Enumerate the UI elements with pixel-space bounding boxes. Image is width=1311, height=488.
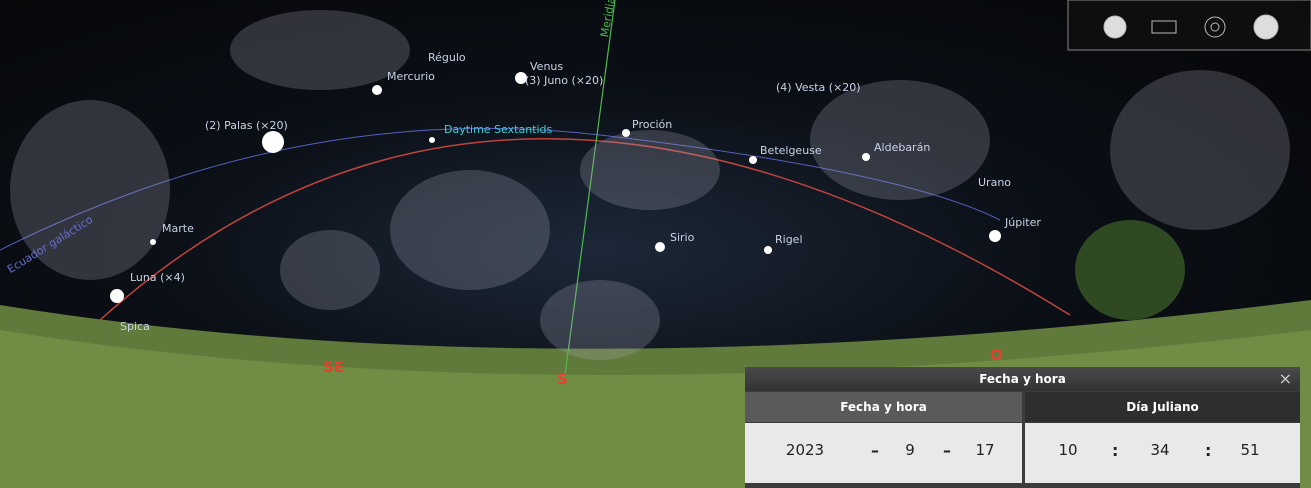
- date-time-dialog: Fecha y hora × Fecha y hora Día Juliano …: [745, 367, 1300, 488]
- sky-label: Sirio: [670, 231, 694, 244]
- separator: :: [1112, 441, 1118, 460]
- separator: :: [1205, 441, 1211, 460]
- sky-label: Marte: [162, 222, 194, 235]
- close-button[interactable]: ×: [1279, 369, 1292, 388]
- time-field: 10 : 34 : 51: [1025, 423, 1300, 483]
- sky-label: Venus: [530, 60, 563, 73]
- tab[interactable]: Día Juliano: [1025, 392, 1300, 422]
- sky-label: Proción: [632, 118, 672, 131]
- sky-label: (2) Palas (×20): [205, 119, 288, 132]
- sky-label: Daytime Sextantids: [444, 123, 552, 136]
- date-field: 2023 – 9 – 17: [745, 423, 1022, 483]
- sky-label: (3) Juno (×20): [525, 74, 603, 87]
- separator: –: [871, 441, 879, 460]
- cardinal-point: SE: [323, 358, 344, 376]
- sky-label: Mercurio: [387, 70, 435, 83]
- hour[interactable]: 10: [1053, 441, 1083, 459]
- month[interactable]: 9: [895, 441, 925, 459]
- sky-label: Rigel: [775, 233, 803, 246]
- dialog-title: Fecha y hora: [745, 367, 1300, 391]
- second[interactable]: 51: [1235, 441, 1265, 459]
- toolbar-icons: [1068, 0, 1311, 50]
- sky-label: Aldebarán: [874, 141, 930, 154]
- sky-label: Júpiter: [1005, 216, 1041, 229]
- sky-label: Betelgeuse: [760, 144, 822, 157]
- cardinal-point: O: [990, 346, 1003, 364]
- cardinal-point: S: [557, 370, 568, 388]
- sky-label: Luna (×4): [130, 271, 185, 284]
- sky-label: (4) Vesta (×20): [776, 81, 861, 94]
- separator: –: [943, 441, 951, 460]
- sky-label: Régulo: [428, 51, 466, 64]
- tree: [1075, 220, 1185, 320]
- sky-label: Spica: [120, 320, 150, 333]
- tab[interactable]: Fecha y hora: [745, 392, 1022, 422]
- sky-label: Urano: [978, 176, 1011, 189]
- year[interactable]: 2023: [775, 441, 835, 459]
- day[interactable]: 17: [970, 441, 1000, 459]
- stellarium-view: Régulo Venus(3) Juno (×20) Mercurio (4) Ves…: [0, 0, 1311, 488]
- minute[interactable]: 34: [1145, 441, 1175, 459]
